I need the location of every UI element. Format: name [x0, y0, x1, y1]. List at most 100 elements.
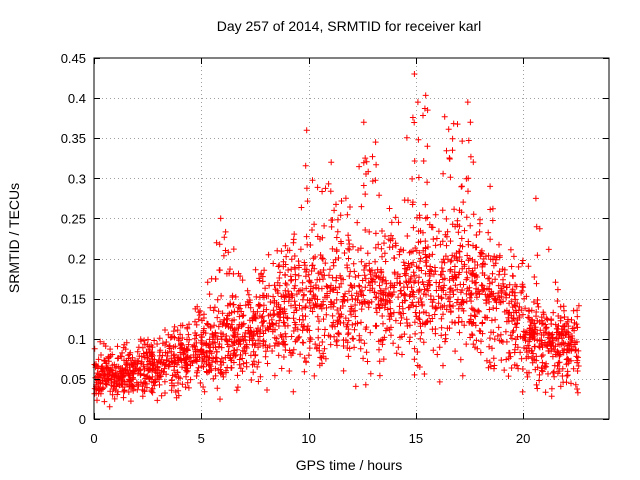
data-point [513, 362, 520, 369]
data-point [551, 362, 558, 369]
data-point [358, 319, 364, 326]
data-point [405, 260, 412, 267]
data-point [172, 389, 179, 395]
data-point [534, 330, 541, 337]
data-point [573, 353, 580, 360]
data-point [177, 331, 184, 338]
data-point [475, 286, 482, 293]
data-point [531, 326, 538, 333]
data-point [545, 348, 552, 354]
data-point [208, 350, 215, 357]
data-point [322, 185, 329, 192]
data-point [291, 285, 298, 292]
data-point [321, 332, 328, 339]
data-point [313, 302, 320, 309]
data-point [411, 158, 418, 164]
data-point [174, 369, 181, 376]
y-tick-label: 0.35 [61, 131, 86, 146]
data-point [144, 361, 151, 368]
data-point [372, 244, 379, 251]
data-point [264, 387, 270, 393]
data-point [219, 310, 226, 317]
data-point [319, 188, 326, 195]
data-point [109, 367, 116, 374]
data-point [458, 318, 465, 325]
data-point [467, 222, 474, 229]
data-point [222, 367, 229, 374]
data-point [335, 330, 342, 336]
data-point [203, 340, 210, 347]
data-point [182, 384, 189, 391]
data-point [119, 349, 126, 356]
data-point [505, 355, 512, 362]
data-point [248, 377, 255, 383]
data-point [431, 311, 438, 318]
data-point [401, 270, 408, 277]
data-point [454, 257, 461, 264]
data-point [422, 245, 429, 252]
data-point [420, 281, 427, 288]
data-point [555, 322, 562, 329]
data-point [220, 373, 227, 380]
data-point [547, 340, 554, 347]
data-point [328, 282, 334, 289]
data-point [117, 353, 124, 360]
data-point [389, 244, 396, 250]
data-point [323, 283, 330, 290]
data-point [373, 309, 380, 316]
data-point [367, 271, 374, 278]
data-point [449, 135, 456, 142]
data-point [510, 327, 517, 334]
data-point [303, 127, 310, 134]
data-point [417, 227, 424, 234]
data-point [380, 356, 387, 363]
data-point [358, 291, 365, 298]
y-tick-label: 0 [79, 412, 86, 427]
data-point [391, 270, 398, 277]
data-point [515, 365, 522, 372]
data-point [360, 182, 367, 189]
data-point [103, 360, 110, 367]
data-point [409, 299, 416, 306]
data-point [324, 284, 331, 290]
data-point [533, 280, 540, 287]
data-point [262, 348, 269, 355]
data-point [260, 330, 267, 337]
data-point [500, 276, 506, 283]
data-point [416, 249, 423, 256]
data-point [565, 360, 572, 367]
data-point [265, 326, 272, 332]
data-point [234, 325, 240, 331]
y-tick-label: 0.15 [61, 292, 86, 307]
data-point [230, 350, 237, 357]
data-point [120, 394, 127, 401]
data-point [130, 368, 137, 375]
data-point [447, 268, 454, 274]
data-point [360, 119, 367, 126]
data-point [442, 291, 449, 298]
data-point [227, 324, 234, 331]
data-point [497, 331, 504, 338]
data-point [260, 342, 267, 349]
data-point [95, 384, 101, 391]
data-point [522, 337, 529, 344]
data-point [396, 309, 403, 316]
data-point [179, 364, 185, 371]
data-point [177, 356, 184, 363]
data-point [164, 353, 171, 359]
data-point [549, 331, 556, 338]
data-point [441, 259, 448, 266]
data-point [151, 379, 158, 386]
data-point [162, 349, 169, 356]
data-point [502, 290, 509, 297]
data-point [162, 327, 168, 333]
data-point [472, 244, 479, 251]
data-point [111, 373, 118, 380]
data-point [449, 275, 456, 282]
data-point [330, 319, 337, 326]
data-point [432, 305, 439, 312]
data-point [145, 336, 151, 343]
y-tick-label: 0.2 [68, 252, 86, 267]
data-point [141, 341, 148, 348]
data-point [545, 246, 552, 253]
